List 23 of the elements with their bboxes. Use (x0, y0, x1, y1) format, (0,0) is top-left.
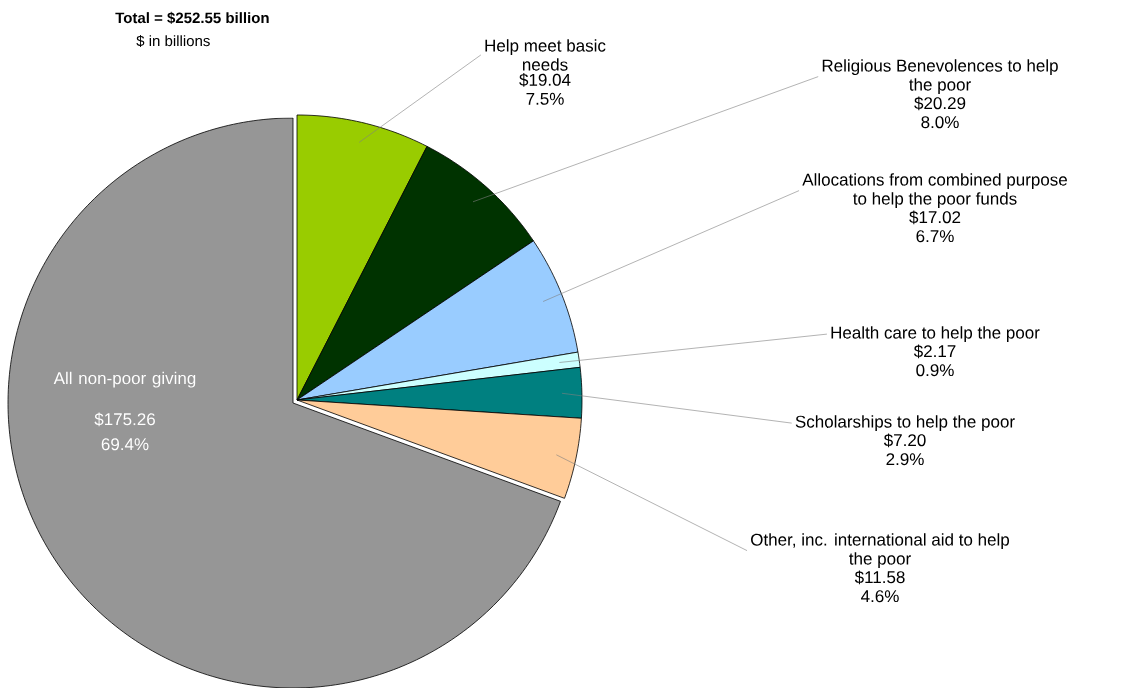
slice-label: Help meet basic needs (485, 39, 606, 71)
chart-title: Total = $252.55 billion (115, 11, 269, 24)
slice-label: Scholarships to help the poor (795, 415, 1015, 431)
slice-label: Other, inc. international aid to help the poor (751, 533, 1010, 568)
text: 2.9% (886, 452, 924, 466)
data-label: $175.26 (94, 412, 155, 427)
text: 4.6% (861, 589, 899, 603)
data-label: $19.04 (519, 72, 571, 87)
data-label: $11.58 (854, 570, 905, 585)
data-label: $17.02 (909, 210, 961, 225)
data-label: $7.20 (883, 433, 926, 448)
slice-label: Allocations from combined purpose to help the poor funds (802, 173, 1067, 208)
text: 6.7% (916, 229, 954, 243)
text: 0.9% (916, 363, 954, 377)
data-label: $2.17 (913, 344, 956, 359)
text: 7.5% (526, 92, 564, 105)
slice-label: All non-poor giving (53, 371, 196, 388)
text: 69.4% (101, 438, 149, 451)
text: 8.0% (921, 115, 959, 129)
slice-label: Religious Benevolences to help the poor (822, 59, 1058, 94)
data-label: $20.29 (914, 96, 966, 111)
chart-subtitle: $ in billions (136, 34, 210, 47)
slice-label: Health care to help the poor (831, 326, 1040, 342)
